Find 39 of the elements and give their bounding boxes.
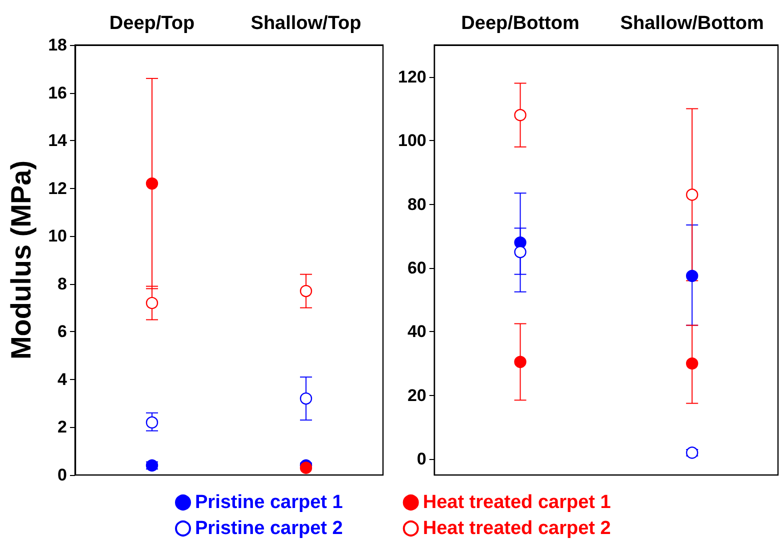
x-tick-label: Deep/Top bbox=[109, 13, 195, 34]
point bbox=[146, 177, 158, 190]
y-tick-label: 0 bbox=[58, 466, 67, 484]
point bbox=[514, 246, 526, 258]
legend-label: Heat treated carpet 1 bbox=[422, 492, 612, 513]
point bbox=[300, 284, 312, 298]
point bbox=[514, 108, 526, 122]
y-tick-label: 60 bbox=[407, 258, 426, 278]
point bbox=[300, 392, 312, 405]
y-tick-label: 14 bbox=[48, 131, 68, 150]
x-tick-label: Shallow/Bottom bbox=[620, 13, 764, 34]
y-tick-label: 6 bbox=[58, 322, 67, 342]
legend-label: Pristine carpet 1 bbox=[195, 492, 344, 513]
y-tick-label: 20 bbox=[407, 386, 426, 405]
y-tick-label: 12 bbox=[48, 178, 67, 198]
point bbox=[146, 416, 158, 429]
legend-label: Heat treated carpet 2 bbox=[422, 518, 611, 539]
y-tick-label: 0 bbox=[416, 450, 426, 469]
y-tick-label: 10 bbox=[48, 226, 67, 246]
x-tick-label: Shallow/Top bbox=[250, 13, 362, 34]
point bbox=[300, 462, 312, 474]
point bbox=[514, 356, 526, 368]
point bbox=[686, 270, 698, 282]
x-tick-label: Deep/Bottom bbox=[461, 13, 580, 34]
y-tick-label: 40 bbox=[407, 322, 426, 342]
point bbox=[146, 296, 158, 310]
y-tick-label: 18 bbox=[48, 36, 67, 54]
y-tick-label: 100 bbox=[398, 131, 426, 150]
y-tick-label: 4 bbox=[58, 370, 68, 389]
y-tick-label: 2 bbox=[58, 418, 67, 437]
point bbox=[686, 188, 698, 201]
point bbox=[686, 357, 698, 370]
legend-label: Pristine carpet 2 bbox=[195, 518, 343, 539]
y-tick-label: 8 bbox=[58, 274, 67, 294]
y-tick-label: 16 bbox=[48, 83, 67, 102]
y-tick-label: 120 bbox=[398, 67, 426, 86]
y-tick-label: 80 bbox=[407, 194, 426, 214]
point bbox=[686, 446, 698, 459]
y-axis-title: Modulus (MPa) bbox=[6, 160, 36, 360]
